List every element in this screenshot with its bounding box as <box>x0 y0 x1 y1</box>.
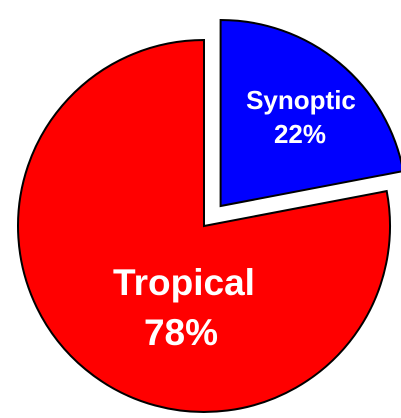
slice-tropical <box>17 38 391 413</box>
slice-value-tropical: 78% <box>144 312 218 353</box>
slice-label-synoptic: Synoptic <box>246 85 356 115</box>
slice-value-synoptic: 22% <box>274 119 326 149</box>
slice-synoptic <box>219 18 401 208</box>
slice-label-tropical: Tropical <box>113 262 255 303</box>
